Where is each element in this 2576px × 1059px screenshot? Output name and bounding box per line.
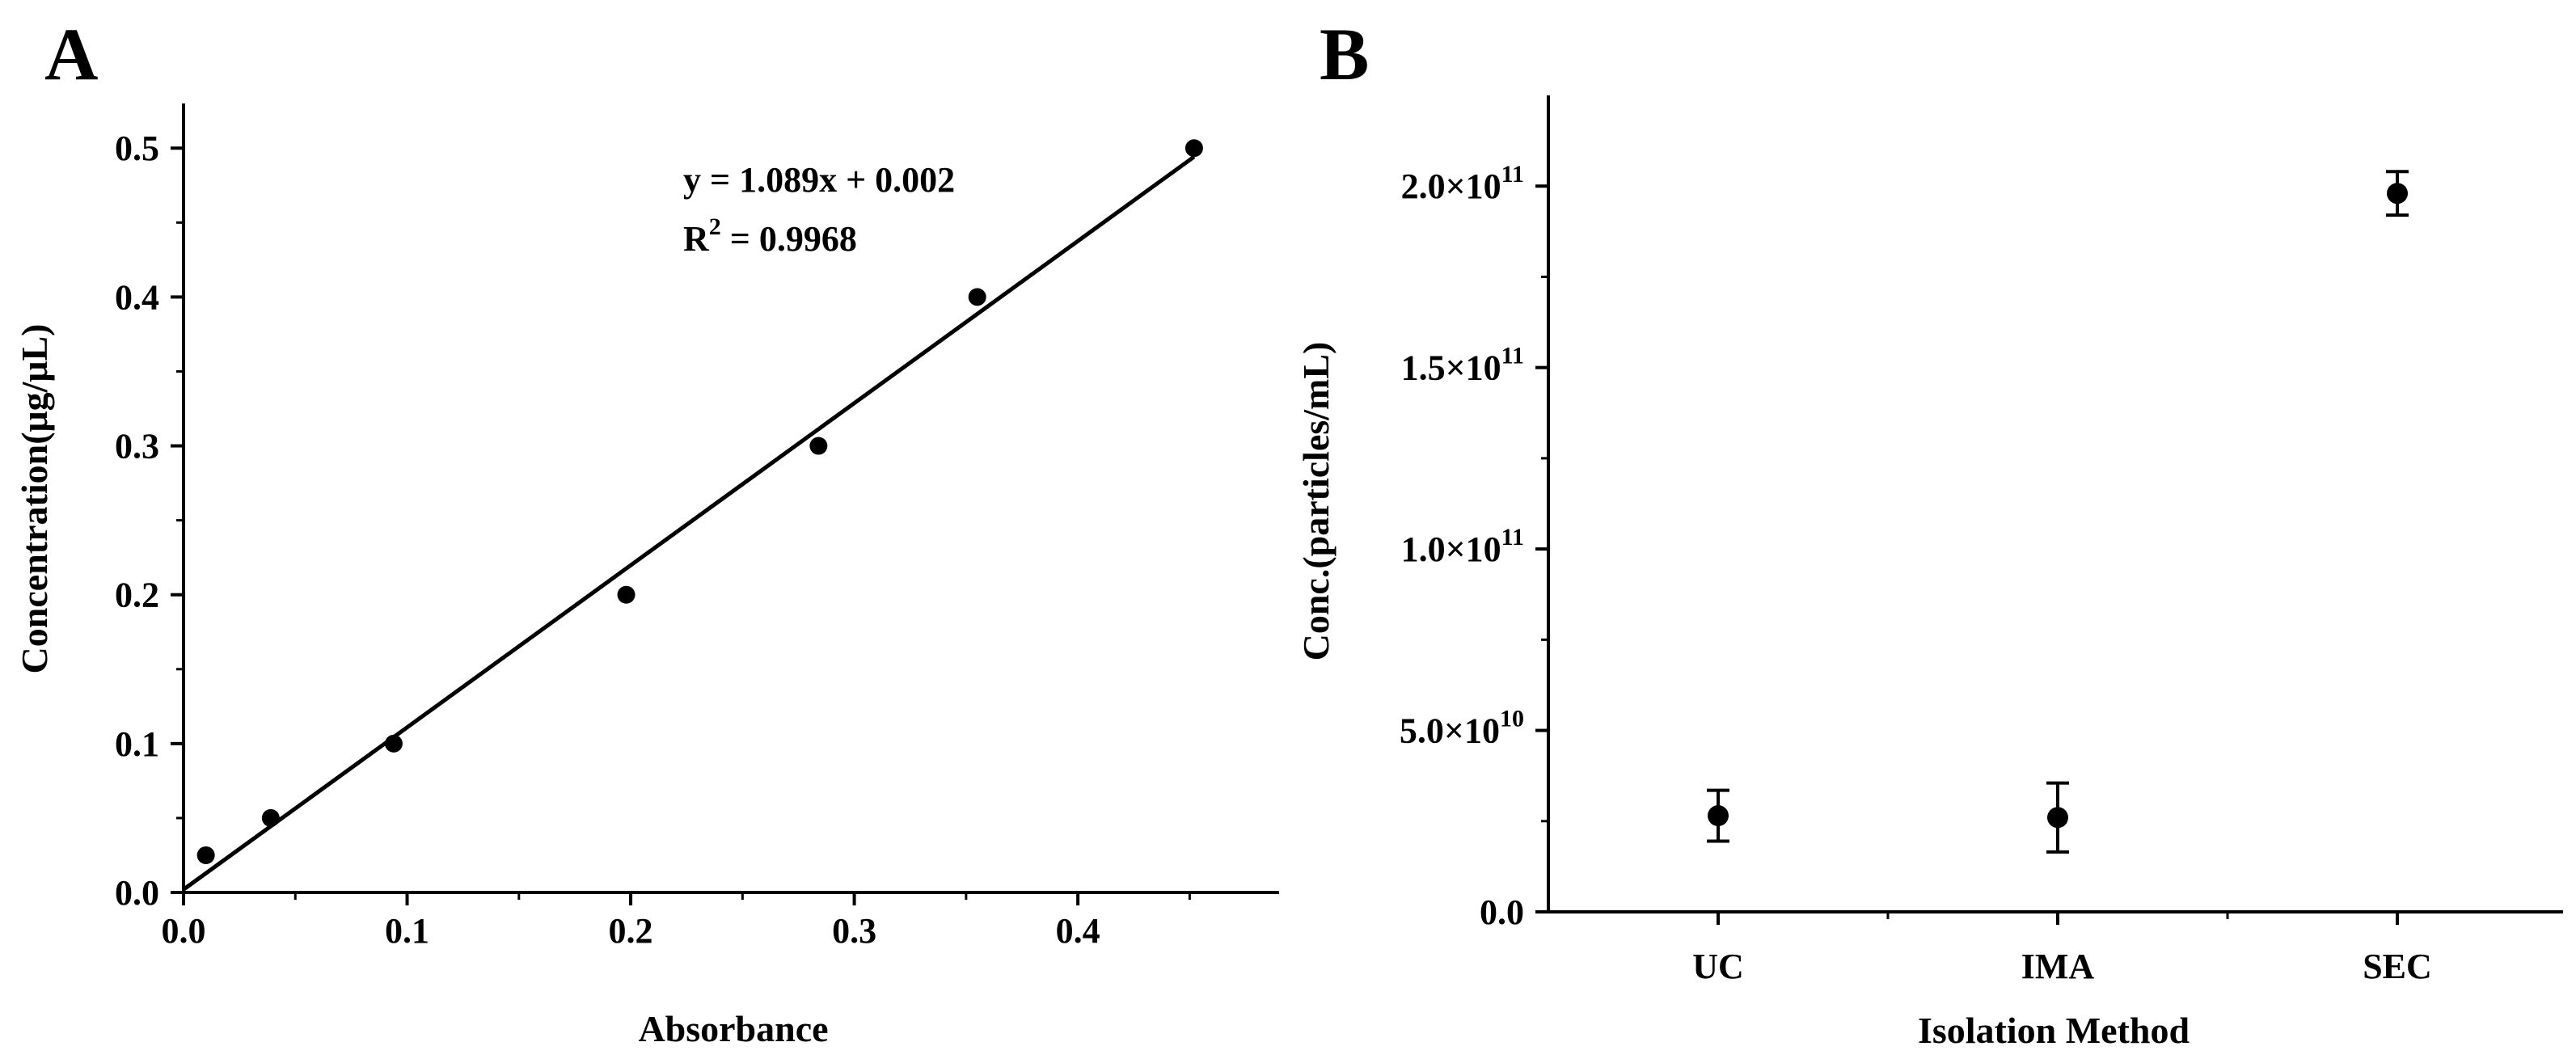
panel-b: B UC IMA SEC 0.0 5.0×1010 1.0×1011 1.5×1011 2.0… <box>1295 13 2563 1051</box>
y-tick-label: 0.0 <box>1480 892 1524 932</box>
data-point <box>384 734 403 753</box>
x-tick-label: 0.2 <box>609 911 653 951</box>
panel-a-fit-line <box>182 154 1196 892</box>
data-point <box>617 585 636 604</box>
y-tick-label: 1.5×1011 <box>1401 343 1524 388</box>
x-tick-label: 0.0 <box>162 911 206 951</box>
panel-a-points <box>196 139 1203 864</box>
y-tick-label: 1.0×1011 <box>1401 524 1524 569</box>
panel-a-r2-prefix: R <box>683 219 710 259</box>
data-point <box>809 437 828 455</box>
data-point <box>1185 139 1203 158</box>
y-tick-label: 0.1 <box>115 724 159 764</box>
category-label: UC <box>1692 947 1744 986</box>
panel-a-r2: R2 = 0.9968 <box>683 213 857 259</box>
panel-a-y-title: Concentration(μg/μL) <box>14 324 55 674</box>
data-point <box>2387 183 2408 205</box>
x-tick-label: 0.1 <box>385 911 429 951</box>
panel-b-y-title: Conc.(particles/mL) <box>1295 342 1337 661</box>
data-point <box>968 288 986 306</box>
x-tick-label: 0.4 <box>1056 911 1100 951</box>
y-tick-label: 0.5 <box>115 129 159 168</box>
data-point <box>2047 807 2068 829</box>
y-tick-label: 2.0×1011 <box>1401 161 1524 206</box>
data-point <box>196 846 215 864</box>
panel-a-x-title: Absorbance <box>638 1008 828 1049</box>
panel-b-ticks: UC IMA SEC 0.0 5.0×1010 1.0×1011 1.5×1011 2.0×1… <box>1400 161 2432 986</box>
category-label: IMA <box>2021 947 2095 986</box>
panel-a-r2-rest: = 0.9968 <box>721 219 857 259</box>
y-tick-label: 0.4 <box>115 277 159 317</box>
data-point <box>1708 805 1729 827</box>
panel-a-r2-superscript: 2 <box>709 213 721 240</box>
panel-b-label: B <box>1320 13 1369 95</box>
category-label: SEC <box>2363 947 2432 986</box>
panel-a-ticks: 0.0 0.1 0.2 0.3 0.4 0.0 0.1 0.2 0.3 0.4 0.5 <box>115 129 1191 951</box>
panel-a: A 0.0 0.1 0.2 0.3 0.4 0.0 0.1 0.2 0.3 0.4 0.5 y = … <box>14 13 1279 1049</box>
panel-a-equation: y = 1.089x + 0.002 <box>683 160 955 200</box>
panel-a-label: A <box>44 13 98 95</box>
y-tick-label: 0.3 <box>115 427 159 466</box>
y-tick-label: 5.0×1010 <box>1400 706 1524 751</box>
data-point <box>261 808 280 827</box>
panel-b-x-title: Isolation Method <box>1918 1010 2190 1051</box>
y-tick-label: 0.0 <box>115 873 159 913</box>
y-tick-label: 0.2 <box>115 576 159 615</box>
panel-b-points <box>1707 170 2409 854</box>
x-tick-label: 0.3 <box>832 911 876 951</box>
